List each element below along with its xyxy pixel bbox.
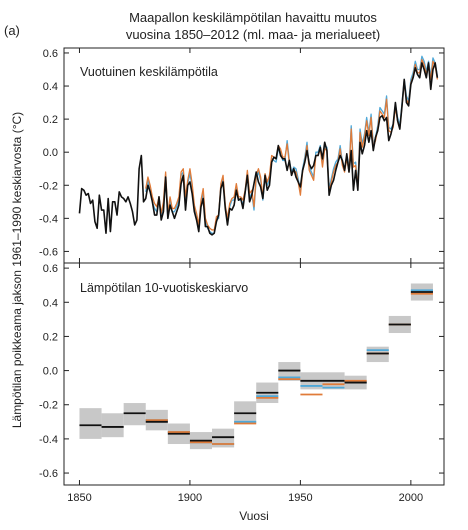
annual-series-orange	[145, 58, 439, 231]
y-axis-label: Lämpötilan poikkeama jakson 1961–1990 ke…	[10, 112, 24, 428]
decadal-panel-title: Lämpötilan 10-vuotiskeskiarvo	[80, 281, 248, 295]
annual-series-black	[78, 62, 439, 236]
annual-ytick-label: -0.2	[39, 180, 58, 192]
decadal-panel: Lämpötilan 10-vuotiskeskiarvo -0.6 -0.4 -0…	[39, 262, 445, 504]
decade-uncertainty-box	[101, 413, 124, 438]
decadal-ytick-label: -0.6	[39, 468, 58, 480]
annual-panel-title: Vuotuinen keskilämpötila	[80, 65, 218, 79]
decadal-ytick-label: -0.2	[39, 400, 58, 412]
x-tick-label: 1900	[178, 492, 202, 504]
x-axis-label: Vuosi	[239, 509, 269, 523]
x-tick-label: 1850	[67, 492, 91, 504]
annual-panel-frame	[63, 47, 445, 264]
annual-panel: Vuotuinen keskilämpötila -0.6 -0.4 -0.2 0.0…	[39, 47, 445, 264]
decadal-ytick-label: 0.6	[43, 263, 58, 275]
x-tick-label: 2000	[399, 492, 423, 504]
decade-uncertainty-box	[79, 408, 102, 439]
decadal-panel-frame	[63, 262, 445, 486]
decadal-ytick-label: 0.4	[43, 297, 58, 309]
decadal-ytick-label: 0.0	[43, 366, 58, 378]
annual-ytick-label: 0.4	[43, 81, 58, 93]
annual-ytick-label: 0.2	[43, 114, 58, 126]
x-tick-label: 1950	[288, 492, 312, 504]
panel-tag: (a)	[4, 23, 20, 38]
figure-title-line1: Maapallon keskilämpötilan havaittu muuto…	[129, 10, 377, 25]
decadal-ytick-label: 0.2	[43, 331, 58, 343]
annual-ytick-label: 0.6	[43, 48, 58, 60]
annual-series-blue	[145, 55, 439, 234]
annual-ytick-label: -0.6	[39, 246, 58, 258]
decadal-ytick-label: -0.4	[39, 434, 58, 446]
annual-ytick-label: -0.4	[39, 213, 58, 225]
figure-title-line2: vuosina 1850–2012 (ml. maa- ja merialuee…	[126, 27, 380, 42]
annual-ytick-label: 0.0	[43, 147, 58, 159]
